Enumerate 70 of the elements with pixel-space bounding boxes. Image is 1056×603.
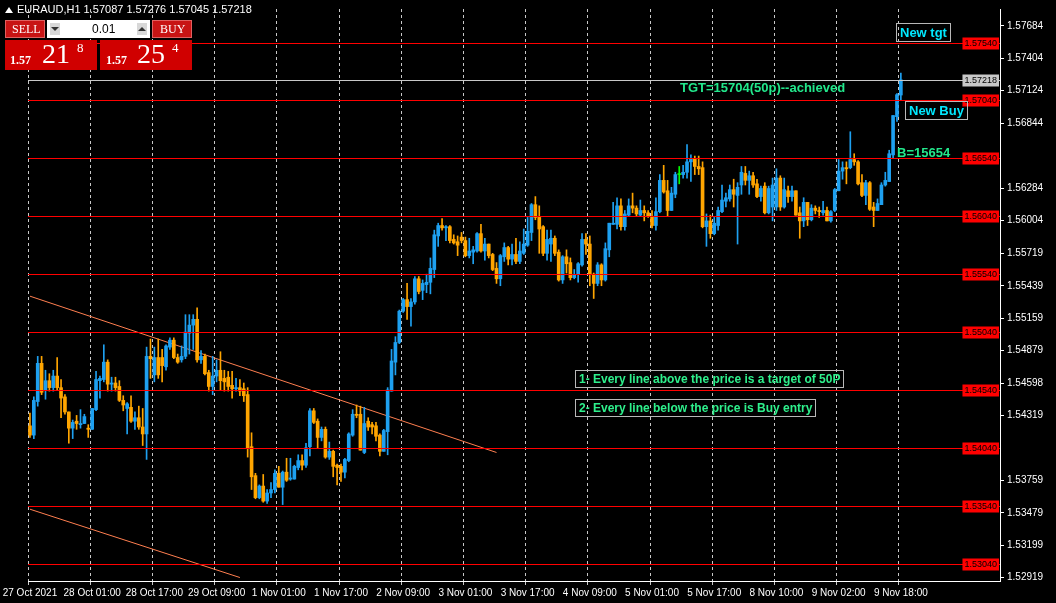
annotation: 21 bbox=[42, 38, 70, 69]
ref-line-label: 1.55540 bbox=[964, 268, 998, 279]
x-tick-label: 9 Nov 18:00 bbox=[873, 586, 929, 598]
y-tick-label: 1.55719 bbox=[1007, 247, 1044, 259]
annotation: New tgt bbox=[896, 23, 951, 42]
candlestick bbox=[821, 200, 825, 216]
x-tick-label: 29 Oct 09:00 bbox=[187, 586, 246, 598]
y-tick-label: 1.54879 bbox=[1007, 344, 1044, 356]
x-tick-label: 4 Nov 09:00 bbox=[562, 586, 618, 598]
x-tick-label: 8 Nov 10:00 bbox=[749, 586, 804, 598]
candlestick bbox=[140, 408, 145, 446]
annotation: 4 bbox=[172, 40, 179, 55]
annotation: SELL bbox=[12, 22, 41, 37]
annotation: BUY bbox=[160, 22, 186, 37]
annotation: 0.01 bbox=[92, 22, 116, 36]
ref-line-label: 1.57040 bbox=[964, 94, 998, 105]
x-tick-label: 1 Nov 01:00 bbox=[251, 586, 307, 598]
ref-line-label: 1.55040 bbox=[964, 326, 998, 337]
annotation: 1.57 bbox=[106, 53, 127, 68]
ref-line-label: 1.54040 bbox=[964, 442, 998, 453]
y-tick-label: 1.54598 bbox=[1007, 376, 1044, 388]
y-tick-label: 1.53199 bbox=[1007, 538, 1044, 550]
candlestick bbox=[125, 402, 129, 435]
candlestick bbox=[440, 218, 444, 231]
annotation: EURAUD,H1 1.57087 1.57276 1.57045 1.57218 bbox=[17, 3, 252, 15]
ref-line-label: 1.57218 bbox=[964, 74, 998, 85]
y-tick-label: 1.57124 bbox=[1007, 84, 1044, 96]
y-tick-label: 1.57684 bbox=[1007, 19, 1044, 31]
x-tick-label: 28 Oct 01:00 bbox=[63, 586, 122, 598]
ref-line-label: 1.53040 bbox=[964, 558, 998, 569]
x-tick-label: 2 Nov 09:00 bbox=[376, 586, 431, 598]
x-tick-label: 1 Nov 17:00 bbox=[314, 586, 369, 598]
annotation: 8 bbox=[77, 40, 84, 55]
x-tick-label: 28 Oct 17:00 bbox=[125, 586, 184, 598]
y-tick-label: 1.55159 bbox=[1007, 312, 1044, 324]
y-tick-label: 1.57404 bbox=[1007, 52, 1044, 64]
annotation: B=15654 bbox=[897, 145, 951, 160]
ref-line-label: 1.56040 bbox=[964, 210, 998, 221]
annotation: 1.57 bbox=[10, 53, 31, 68]
x-tick-label: 27 Oct 2021 bbox=[2, 586, 58, 598]
x-tick-label: 3 Nov 01:00 bbox=[438, 586, 493, 598]
candlestick bbox=[230, 371, 234, 399]
y-tick-label: 1.56844 bbox=[1007, 116, 1044, 128]
ref-line-label: 1.56540 bbox=[964, 152, 998, 163]
candlestick bbox=[405, 283, 409, 320]
x-tick-label: 5 Nov 17:00 bbox=[687, 586, 742, 598]
annotation: New Buy bbox=[909, 103, 964, 118]
y-tick-label: 1.56284 bbox=[1007, 181, 1044, 193]
ref-line-label: 1.53540 bbox=[964, 500, 998, 511]
candlestick bbox=[731, 178, 736, 208]
x-tick-label: 3 Nov 17:00 bbox=[500, 586, 555, 598]
annotation: 1- Every line above the price is a target of 50P bbox=[575, 370, 845, 388]
annotation: 2- Every line below the price is Buy entry bbox=[575, 399, 817, 417]
y-tick-label: 1.56004 bbox=[1007, 214, 1044, 226]
candlestick bbox=[549, 229, 553, 262]
x-tick-label: 5 Nov 01:00 bbox=[625, 586, 680, 598]
candlestick bbox=[86, 424, 91, 438]
candlestick bbox=[191, 314, 196, 350]
y-tick-label: 1.53479 bbox=[1007, 506, 1044, 518]
y-tick-label: 1.54319 bbox=[1007, 409, 1044, 421]
y-tick-label: 1.52919 bbox=[1007, 571, 1044, 583]
candlestick bbox=[444, 225, 448, 241]
annotation: 25 bbox=[137, 38, 165, 69]
y-tick-label: 1.55439 bbox=[1007, 279, 1044, 291]
candlestick bbox=[199, 350, 203, 364]
annotation: TGT=15704(50p)--achieved bbox=[680, 80, 846, 95]
ref-line-label: 1.54540 bbox=[964, 384, 998, 395]
ref-line-label: 1.57540 bbox=[964, 37, 998, 48]
y-tick-label: 1.53759 bbox=[1007, 474, 1044, 486]
x-tick-label: 9 Nov 02:00 bbox=[811, 586, 867, 598]
